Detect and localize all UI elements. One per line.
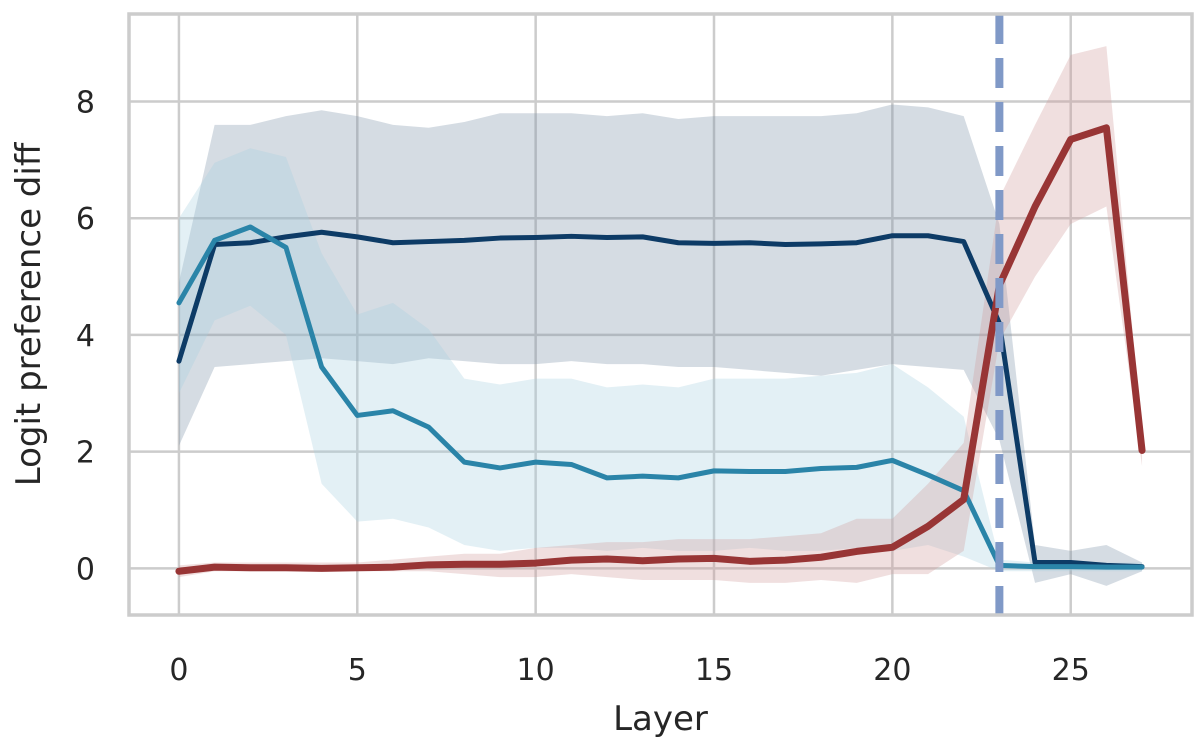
y-tick-label-2: 4: [76, 319, 95, 354]
line-series-0: [176, 229, 1145, 570]
x-tick-label-3: 15: [695, 653, 733, 688]
y-tick-label-1: 2: [76, 436, 95, 471]
line-series-1: [176, 224, 1145, 570]
x-tick-label-0: 0: [169, 653, 188, 688]
x-tick-label-2: 10: [517, 653, 555, 688]
x-tick-label-1: 5: [348, 653, 367, 688]
y-tick-label-4: 8: [76, 86, 95, 121]
y-axis-title: Logit preference diff: [9, 141, 49, 486]
plot-frame: [127, 12, 1194, 617]
y-tick-label-0: 0: [76, 552, 95, 587]
line-series-2: [175, 124, 1146, 575]
y-tick-labels: 0 2 4 6 8: [76, 86, 95, 588]
band-series-0: [178, 104, 1143, 586]
x-tick-label-5: 25: [1052, 653, 1090, 688]
x-tick-labels: 0 5 10 15 20 25: [169, 653, 1089, 688]
x-tick-label-4: 20: [873, 653, 911, 688]
series-lines: [175, 124, 1146, 575]
y-tick-label-3: 6: [76, 202, 95, 237]
x-axis-title: Layer: [613, 699, 708, 739]
